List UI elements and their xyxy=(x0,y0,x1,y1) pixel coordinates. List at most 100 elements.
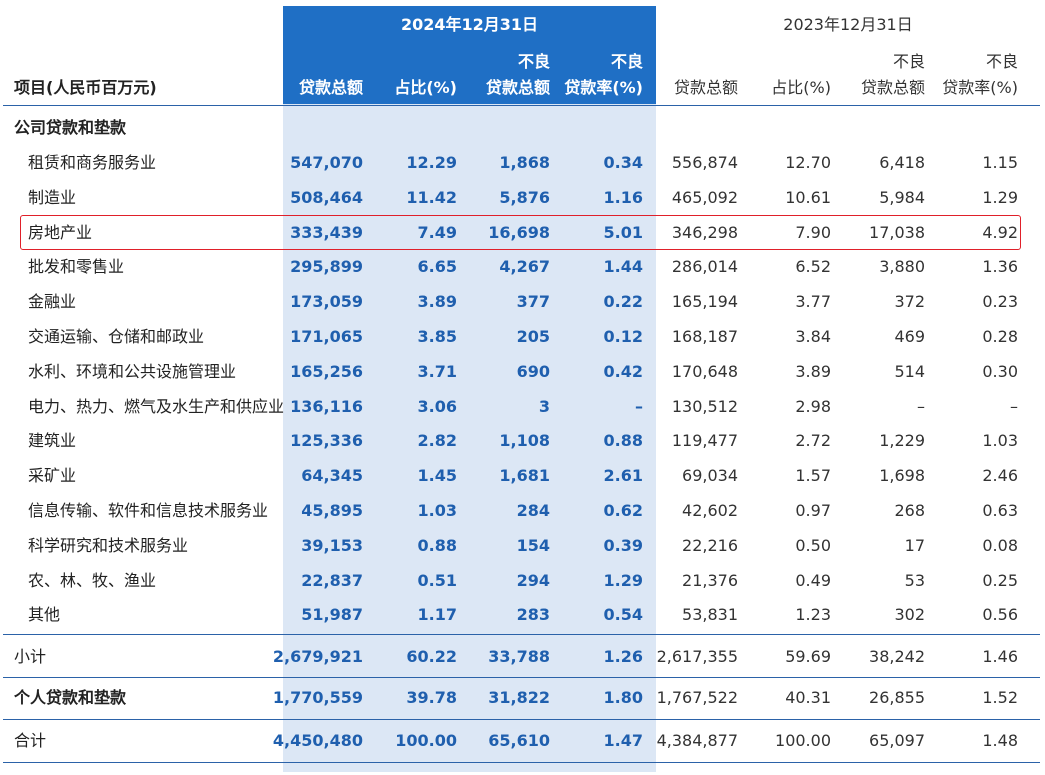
cell-share-2024: 0.88 xyxy=(417,535,457,555)
header-2023-npl-bottom: 贷款总额 xyxy=(860,78,925,97)
cell-share-2023: 12.70 xyxy=(785,153,831,172)
industry-label: 交通运输、仓储和邮政业 xyxy=(28,327,205,346)
cell-npl-2024: 1,868 xyxy=(499,153,550,172)
cell-npl-rate-2024: 0.88 xyxy=(603,431,643,451)
cell-npl-rate-2024: 0.54 xyxy=(603,605,643,625)
cell-npl-2023: 514 xyxy=(894,361,925,381)
cell-share-2024: 100.00 xyxy=(395,731,457,750)
industry-label: 农、林、牧、渔业 xyxy=(28,570,157,590)
current-year-header-band xyxy=(283,6,656,104)
cell-loans-2023: 130,512 xyxy=(671,396,738,416)
cell-share-2024: 2.82 xyxy=(417,431,457,451)
cell-share-2023: 3.89 xyxy=(795,361,831,381)
cell-npl-rate-2024: 1.47 xyxy=(603,731,643,750)
cell-npl-rate-2024: 1.16 xyxy=(603,187,643,207)
cell-share-2023: 10.61 xyxy=(785,187,831,207)
cell-npl-rate-2023: 1.48 xyxy=(982,731,1018,750)
cell-share-2023: 2.98 xyxy=(795,396,831,416)
industry-label: 制造业 xyxy=(28,187,77,207)
cell-share-2023: 3.84 xyxy=(795,327,831,346)
cell-loans-2024: 295,899 xyxy=(290,257,363,277)
personal-divider xyxy=(3,677,1040,678)
cell-loans-2024: 51,987 xyxy=(301,605,363,625)
header-2023-npl-top: 不良 xyxy=(892,52,925,71)
personal-loans-label: 个人贷款和垫款 xyxy=(14,688,127,707)
industry-label: 建筑业 xyxy=(28,431,77,451)
cell-loans-2023: 556,874 xyxy=(671,153,738,172)
cell-share-2023: 1.57 xyxy=(795,466,831,486)
cell-share-2024: 3.89 xyxy=(417,292,457,312)
cell-share-2024: 1.03 xyxy=(417,501,457,520)
cell-loans-2024: 125,336 xyxy=(290,431,363,451)
cell-loans-2023: 22,216 xyxy=(682,535,738,555)
current-year-column-shading xyxy=(283,6,656,772)
cell-loans-2024: 173,059 xyxy=(290,292,363,312)
cell-npl-rate-2023: 1.36 xyxy=(982,257,1018,277)
cell-npl-rate-2023: 0.56 xyxy=(982,605,1018,625)
cell-share-2023: 0.50 xyxy=(795,535,831,555)
cell-loans-2023: 69,034 xyxy=(682,466,738,486)
cell-npl-rate-2023: 4.92 xyxy=(982,222,1018,242)
cell-npl-rate-2023: 0.23 xyxy=(982,292,1018,312)
cell-share-2024: 11.42 xyxy=(406,187,457,207)
cell-npl-rate-2024: 0.39 xyxy=(603,535,643,555)
industry-label: 金融业 xyxy=(28,292,77,312)
cell-npl-rate-2024: 1.80 xyxy=(603,688,643,707)
industry-label: 其他 xyxy=(28,605,61,625)
bottom-rule xyxy=(3,762,1040,763)
cell-npl-2023: 1,698 xyxy=(879,466,925,486)
cell-loans-2023: 119,477 xyxy=(671,431,738,451)
cell-npl-2023: 372 xyxy=(894,292,925,312)
cell-loans-2024: 1,770,559 xyxy=(272,688,363,707)
cell-loans-2023: 2,617,355 xyxy=(656,647,738,666)
cell-share-2023: 3.77 xyxy=(795,292,831,312)
cell-share-2024: 3.71 xyxy=(417,361,457,381)
cell-npl-rate-2024: 0.22 xyxy=(603,292,643,312)
cell-npl-rate-2023: 0.25 xyxy=(982,570,1018,590)
cell-npl-2024: 4,267 xyxy=(499,257,550,277)
cell-npl-rate-2023: 1.03 xyxy=(982,431,1018,451)
cell-share-2024: 60.22 xyxy=(406,647,457,666)
cell-npl-rate-2023: 0.30 xyxy=(982,361,1018,381)
cell-npl-2024: 283 xyxy=(516,605,550,625)
cell-share-2024: 12.29 xyxy=(406,153,457,172)
cell-npl-2023: 38,242 xyxy=(869,647,925,666)
section-corporate-loans: 公司贷款和垫款 xyxy=(14,118,127,137)
header-2024-share: 占比(%) xyxy=(394,78,457,97)
cell-npl-2023: 302 xyxy=(894,605,925,625)
cell-npl-rate-2024: 0.42 xyxy=(603,361,643,381)
header-2023-rate-bottom: 贷款率(%) xyxy=(942,78,1018,97)
cell-npl-2023: 17 xyxy=(904,535,925,555)
cell-npl-rate-2024: 0.34 xyxy=(603,153,643,172)
cell-share-2024: 0.51 xyxy=(417,570,457,590)
cell-npl-2023: 17,038 xyxy=(869,222,925,242)
cell-loans-2023: 286,014 xyxy=(671,257,738,277)
cell-npl-rate-2024: 1.26 xyxy=(603,647,643,666)
subtotal-label: 小计 xyxy=(14,647,47,666)
cell-npl-2023: 6,418 xyxy=(879,153,925,172)
cell-npl-rate-2023: 1.52 xyxy=(982,688,1018,707)
industry-label: 水利、环境和公共设施管理业 xyxy=(28,361,237,381)
cell-loans-2024: 4,450,480 xyxy=(272,731,363,750)
cell-npl-2023: 469 xyxy=(894,327,925,346)
cell-loans-2024: 136,116 xyxy=(290,396,363,416)
cell-loans-2023: 346,298 xyxy=(671,222,738,242)
cell-share-2023: 0.49 xyxy=(795,570,831,590)
cell-npl-2024: 154 xyxy=(516,535,550,555)
cell-share-2023: 1.23 xyxy=(795,605,831,625)
cell-share-2023: 59.69 xyxy=(785,647,831,666)
cell-npl-rate-2024: 1.29 xyxy=(603,570,643,590)
cell-loans-2024: 64,345 xyxy=(301,466,363,486)
header-divider xyxy=(3,105,1040,106)
header-2023-loans: 贷款总额 xyxy=(673,78,738,97)
year-2023-heading: 2023年12月31日 xyxy=(783,15,913,34)
cell-loans-2024: 165,256 xyxy=(290,361,363,381)
cell-share-2024: 1.45 xyxy=(417,466,457,486)
header-2024-rate-bottom: 贷款率(%) xyxy=(564,78,643,97)
industry-label: 科学研究和技术服务业 xyxy=(28,535,189,555)
cell-loans-2023: 1,767,522 xyxy=(656,688,738,707)
cell-share-2024: 3.85 xyxy=(417,327,457,346)
cell-share-2023: 0.97 xyxy=(795,501,831,520)
header-2023-share: 占比(%) xyxy=(771,78,831,97)
header-2024-loans: 贷款总额 xyxy=(298,78,363,97)
